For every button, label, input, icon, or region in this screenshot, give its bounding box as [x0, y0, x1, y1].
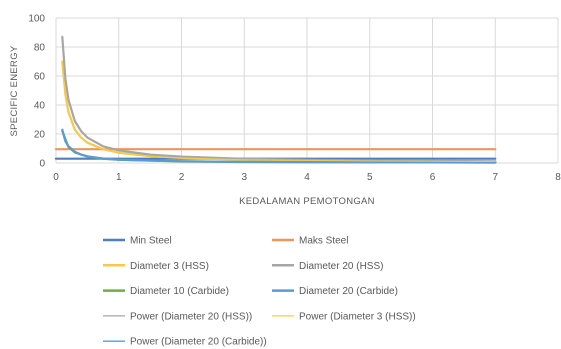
y-axis-title: SPECIFIC ENERGY: [9, 45, 20, 136]
x-tick-label: 2: [179, 172, 185, 183]
legend-label: Diameter 20 (HSS): [299, 261, 383, 272]
x-axis-title: KEDALAMAN PEMOTONGAN: [239, 196, 375, 207]
y-tick-label: 0: [39, 159, 45, 170]
series-line: [61, 60, 497, 163]
legend-label: Power (Diameter 3 (HSS)): [299, 311, 416, 322]
y-tick-label: 60: [34, 72, 46, 83]
series-line: [61, 35, 497, 163]
x-tick-label: 0: [53, 172, 59, 183]
y-axis-ticks: 0 20 40 60 80 100: [28, 14, 45, 170]
x-tick-label: 7: [492, 172, 498, 183]
x-tick-label: 6: [430, 172, 436, 183]
x-tick-label: 4: [304, 172, 310, 183]
legend-label: Diameter 3 (HSS): [130, 261, 209, 272]
legend-label: Power (Diameter 20 (HSS)): [130, 311, 252, 322]
series-line: [61, 61, 496, 163]
chart-series: [54, 35, 497, 164]
y-tick-label: 100: [28, 14, 45, 25]
x-tick-label: 5: [367, 172, 373, 183]
y-tick-label: 40: [34, 101, 46, 112]
legend-label: Power (Diameter 20 (Carbide)): [130, 337, 267, 348]
chart-legend: Min Steel Maks Steel Diameter 3 (HSS) Diame…: [103, 236, 416, 348]
chart-gridlines: [55, 17, 559, 164]
y-tick-label: 20: [34, 130, 46, 141]
x-axis-ticks: 0 1 2 3 4 5 6 7 8: [53, 172, 561, 183]
legend-label: Maks Steel: [299, 236, 348, 247]
series-line: [61, 128, 497, 164]
legend-label: Diameter 10 (Carbide): [130, 286, 229, 297]
x-tick-label: 1: [116, 172, 122, 183]
series-line: [61, 36, 496, 162]
series-line: [61, 129, 496, 163]
x-tick-label: 3: [241, 172, 247, 183]
legend-label: Min Steel: [130, 236, 172, 247]
x-tick-label: 8: [555, 172, 561, 183]
y-tick-label: 80: [34, 43, 46, 54]
legend-label: Diameter 20 (Carbide): [299, 286, 398, 297]
